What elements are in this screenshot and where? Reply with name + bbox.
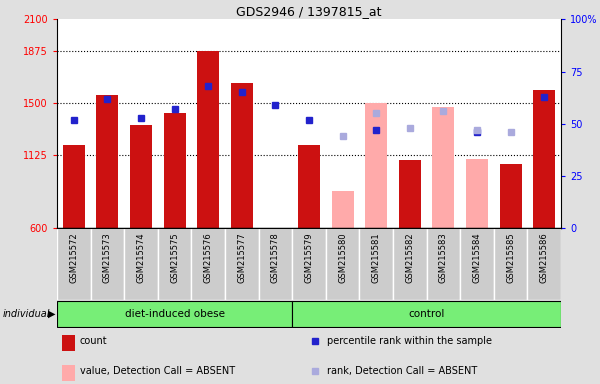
Text: GSM215585: GSM215585 bbox=[506, 232, 515, 283]
Bar bbox=[57, 301, 292, 326]
Text: ▶: ▶ bbox=[48, 309, 56, 319]
Text: percentile rank within the sample: percentile rank within the sample bbox=[326, 336, 491, 346]
Title: GDS2946 / 1397815_at: GDS2946 / 1397815_at bbox=[236, 5, 382, 18]
Text: GSM215576: GSM215576 bbox=[204, 232, 212, 283]
Bar bbox=[231, 83, 253, 228]
Bar bbox=[365, 103, 387, 228]
Text: GSM215586: GSM215586 bbox=[540, 232, 549, 283]
Bar bbox=[500, 164, 521, 228]
Text: GSM215574: GSM215574 bbox=[137, 232, 146, 283]
Bar bbox=[197, 51, 219, 228]
Text: GSM215581: GSM215581 bbox=[372, 232, 381, 283]
Bar bbox=[332, 191, 353, 228]
Text: rank, Detection Call = ABSENT: rank, Detection Call = ABSENT bbox=[326, 366, 477, 376]
Bar bbox=[259, 228, 292, 300]
Text: GSM215580: GSM215580 bbox=[338, 232, 347, 283]
Text: GSM215575: GSM215575 bbox=[170, 232, 179, 283]
Bar bbox=[91, 228, 124, 300]
Bar bbox=[460, 228, 494, 300]
Bar bbox=[62, 365, 74, 381]
Bar bbox=[158, 228, 191, 300]
Bar bbox=[298, 146, 320, 228]
Bar bbox=[57, 228, 91, 300]
Text: GSM215577: GSM215577 bbox=[238, 232, 247, 283]
Bar bbox=[124, 228, 158, 300]
Text: diet-induced obese: diet-induced obese bbox=[125, 309, 224, 319]
Bar bbox=[359, 228, 393, 300]
Text: GSM215582: GSM215582 bbox=[406, 232, 415, 283]
Bar bbox=[63, 146, 85, 228]
Text: value, Detection Call = ABSENT: value, Detection Call = ABSENT bbox=[80, 366, 235, 376]
Bar bbox=[527, 228, 561, 300]
Bar bbox=[97, 94, 118, 228]
Bar bbox=[130, 125, 152, 228]
Bar bbox=[225, 228, 259, 300]
Text: individual: individual bbox=[3, 309, 50, 319]
Text: GSM215573: GSM215573 bbox=[103, 232, 112, 283]
Bar bbox=[62, 335, 74, 351]
Bar bbox=[533, 90, 555, 228]
Bar bbox=[393, 228, 427, 300]
Bar bbox=[326, 228, 359, 300]
Bar bbox=[433, 107, 454, 228]
Text: GSM215572: GSM215572 bbox=[70, 232, 78, 283]
Text: count: count bbox=[80, 336, 107, 346]
Bar bbox=[399, 160, 421, 228]
Bar bbox=[164, 113, 185, 228]
Bar bbox=[494, 228, 527, 300]
Text: GSM215578: GSM215578 bbox=[271, 232, 280, 283]
Bar bbox=[466, 159, 488, 228]
Bar bbox=[292, 228, 326, 300]
Bar bbox=[191, 228, 225, 300]
Bar bbox=[292, 301, 561, 326]
Text: GSM215584: GSM215584 bbox=[473, 232, 482, 283]
Text: GSM215579: GSM215579 bbox=[305, 232, 314, 283]
Bar bbox=[427, 228, 460, 300]
Text: GSM215583: GSM215583 bbox=[439, 232, 448, 283]
Text: control: control bbox=[409, 309, 445, 319]
